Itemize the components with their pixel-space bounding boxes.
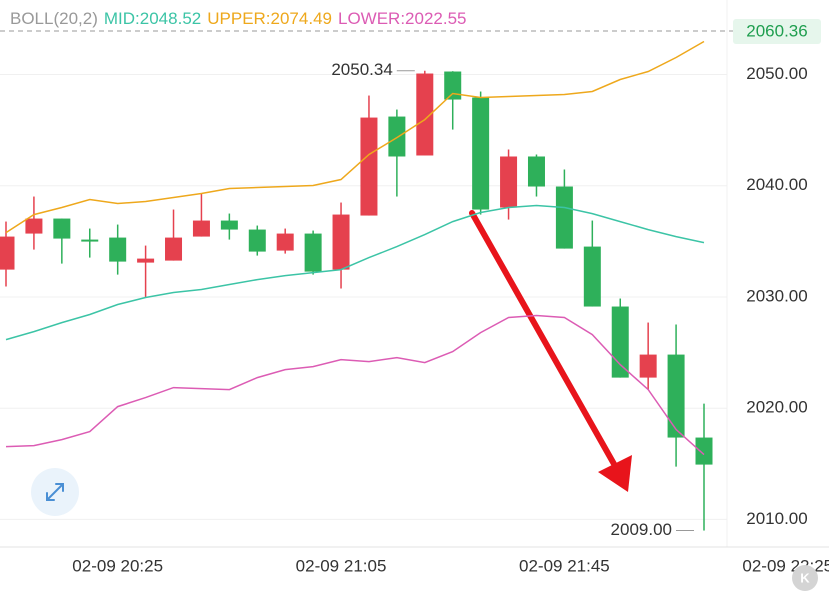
candle-body [472, 97, 490, 210]
arrow-annotation [469, 210, 632, 492]
grid: 2010.00 2020.00 2030.00 2040.00 2050.00 02-09… [0, 0, 829, 575]
arrow-head [598, 455, 632, 492]
logo-text: K [800, 570, 810, 585]
x-tick-label: 02-09 20:25 [72, 556, 163, 575]
legend-entry: MID:2048.52 [104, 9, 201, 28]
candle-body [500, 156, 518, 208]
band-line [5, 204, 705, 341]
candle-body [416, 73, 434, 156]
candle-body [220, 220, 238, 230]
candle-body [583, 246, 601, 307]
x-tick-label: 02-09 21:05 [296, 556, 387, 575]
candle-body [444, 71, 462, 100]
candle-body [555, 186, 573, 249]
legend-entry: UPPER:2074.49 [207, 9, 332, 28]
candle-body [667, 354, 685, 438]
min-label: 2009.00 [611, 520, 672, 539]
candle-body [81, 239, 99, 242]
candle-body [611, 306, 629, 378]
max-label: 2050.34 [331, 60, 392, 79]
y-tick-label: 2030.00 [746, 286, 807, 305]
last-price-tag: 2060.36 [733, 19, 821, 44]
logo: K [792, 565, 818, 591]
x-tick-label: 02-09 21:45 [519, 556, 610, 575]
indicator-name: BOLL(20,2) [10, 9, 98, 28]
candle-body [25, 218, 43, 234]
last-price-box [733, 19, 821, 44]
expand-button[interactable] [31, 468, 79, 516]
candle-body [137, 258, 155, 263]
candle-body [360, 117, 378, 216]
band-line [5, 40, 705, 234]
candle-body [192, 220, 210, 237]
expand-icon[interactable] [46, 483, 64, 501]
last-price: 2060.36 [746, 21, 807, 40]
y-tick-label: 2020.00 [746, 398, 807, 417]
band-line [5, 314, 705, 456]
logo-bg [792, 565, 818, 591]
candle-body [248, 229, 266, 252]
plot: 2050.34 2009.00 [0, 40, 713, 539]
candle-body [304, 233, 322, 272]
candle-body [109, 237, 127, 262]
y-tick-label: 2050.00 [746, 64, 807, 83]
y-tick-label: 2040.00 [746, 175, 807, 194]
candle-body [0, 236, 15, 270]
candle-body [53, 218, 71, 239]
indicator-legend: BOLL(20,2) MID:2048.52 UPPER:2074.49 LOWER:… [10, 9, 467, 28]
candle-body [165, 237, 183, 261]
candle-body [695, 437, 713, 465]
arrow-shaft [469, 210, 617, 467]
y-tick-label: 2010.00 [746, 509, 807, 528]
legend-entry: LOWER:2022.55 [338, 9, 467, 28]
candle-body [332, 214, 350, 270]
candle-body [527, 156, 545, 187]
candle-body [639, 354, 657, 378]
candle-body [388, 116, 406, 157]
candle-body [276, 233, 294, 251]
